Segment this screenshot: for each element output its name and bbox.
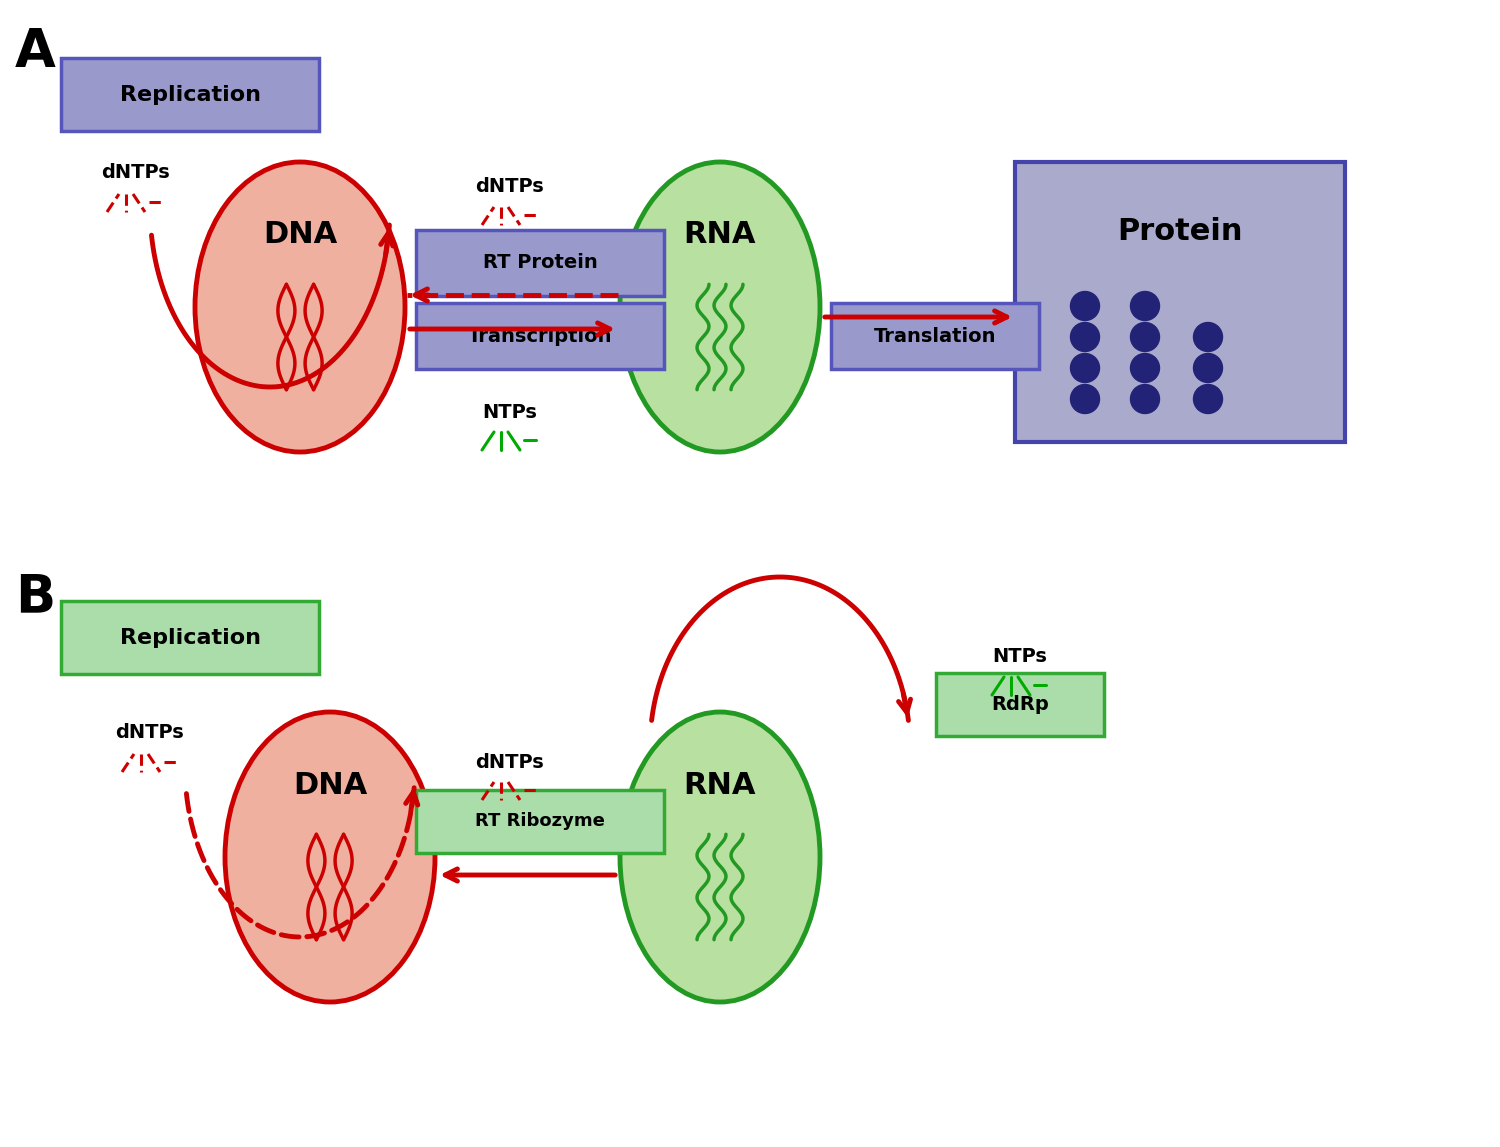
Circle shape — [1071, 322, 1100, 351]
FancyBboxPatch shape — [416, 303, 664, 369]
Text: dNTPs: dNTPs — [100, 163, 170, 181]
FancyBboxPatch shape — [936, 673, 1104, 736]
Text: dNTPs: dNTPs — [116, 723, 184, 741]
Text: B: B — [15, 571, 55, 623]
Circle shape — [1131, 353, 1160, 382]
Text: A: A — [15, 26, 55, 78]
Text: RT Protein: RT Protein — [483, 253, 597, 273]
Circle shape — [1131, 384, 1160, 414]
FancyBboxPatch shape — [416, 231, 664, 296]
Text: DNA: DNA — [262, 220, 338, 250]
Circle shape — [1071, 353, 1100, 382]
Circle shape — [1131, 291, 1160, 320]
Text: RNA: RNA — [684, 220, 756, 250]
FancyBboxPatch shape — [1016, 162, 1346, 442]
Text: Replication: Replication — [120, 627, 261, 648]
Circle shape — [1071, 384, 1100, 414]
Circle shape — [1194, 353, 1222, 382]
Text: DNA: DNA — [292, 771, 368, 799]
Circle shape — [1131, 322, 1160, 351]
Text: NTPs: NTPs — [993, 648, 1047, 666]
FancyBboxPatch shape — [62, 58, 320, 131]
Ellipse shape — [195, 162, 405, 452]
Text: Protein: Protein — [1118, 218, 1242, 247]
Text: Translation: Translation — [873, 327, 996, 345]
Circle shape — [1194, 384, 1222, 414]
Text: Replication: Replication — [120, 85, 261, 104]
Ellipse shape — [620, 712, 821, 1002]
FancyBboxPatch shape — [416, 790, 664, 853]
Ellipse shape — [225, 712, 435, 1002]
Text: RNA: RNA — [684, 771, 756, 799]
Text: dNTPs: dNTPs — [476, 178, 544, 196]
Text: Transcription: Transcription — [468, 327, 612, 345]
Text: NTPs: NTPs — [483, 403, 537, 421]
Ellipse shape — [620, 162, 821, 452]
Text: RdRp: RdRp — [992, 695, 1048, 713]
Text: dNTPs: dNTPs — [476, 752, 544, 772]
Text: RT Ribozyme: RT Ribozyme — [476, 812, 604, 830]
FancyBboxPatch shape — [831, 303, 1040, 369]
FancyBboxPatch shape — [62, 601, 320, 674]
Circle shape — [1071, 291, 1100, 320]
Circle shape — [1194, 322, 1222, 351]
